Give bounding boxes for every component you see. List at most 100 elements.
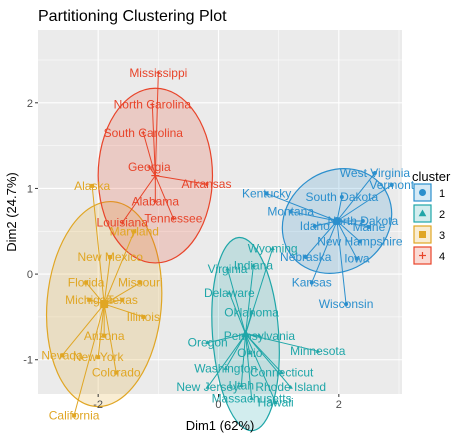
point-virginia [225, 266, 230, 271]
point-west-virginia [372, 171, 377, 176]
label-ohio: Ohio [237, 346, 263, 360]
y-tick-label: 2 [27, 98, 33, 110]
point-new-mexico [108, 254, 113, 259]
label-delaware: Delaware [204, 286, 255, 300]
point-south-carolina [141, 130, 146, 135]
spoke-utah [240, 334, 247, 386]
spoke-virginia [227, 268, 247, 335]
label-michigan: Michigan [65, 293, 113, 307]
point-south-dakota [339, 195, 344, 200]
spoke-tennessee [154, 175, 174, 219]
point-texas [120, 297, 125, 302]
point-maine [366, 224, 371, 229]
point-louisiana [120, 220, 125, 225]
label-alaska: Alaska [74, 179, 110, 193]
point-wyoming [270, 246, 275, 250]
spoke-washington [225, 333, 247, 369]
legend: cluster 1 2 3 4 [412, 169, 451, 265]
label-hawaii: Hawaii [258, 396, 294, 410]
center-cluster-1 [333, 216, 342, 225]
label-minnesota: Minnesota [290, 344, 346, 358]
point-massachusetts [249, 395, 254, 400]
label-pennsylvania: Pennsylvania [224, 329, 296, 343]
spoke-rhode-island [245, 333, 292, 388]
point-tennessee [171, 216, 176, 221]
y-axis-label: Dim2 (24.7%) [4, 172, 19, 251]
label-massachusetts: Massachusetts [212, 391, 292, 405]
chart-title: Partitioning Clustering Plot [38, 8, 227, 25]
label-maine: Maine [353, 220, 386, 234]
label-nevada: Nevada [41, 348, 83, 362]
label-missouri: Missouri [118, 276, 163, 290]
label-texas: Texas [107, 293, 138, 307]
label-arkansas: Arkansas [181, 177, 231, 191]
y-axis-ticks: -1 0 1 2 [23, 98, 38, 367]
y-tick-label: -1 [23, 355, 33, 367]
point-nebraska [303, 254, 308, 259]
cluster-centers [100, 171, 342, 338]
spoke-iowa [336, 220, 358, 259]
point-delaware [227, 290, 232, 295]
point-georgia [147, 165, 152, 170]
point-ohio [247, 350, 252, 355]
spoke-west-virginia [336, 172, 376, 222]
spoke-north-carolina [151, 104, 156, 176]
label-virginia: Virginia [208, 262, 248, 276]
spoke-kentucky [266, 193, 338, 222]
spoke-louisiana [121, 175, 156, 223]
label-indiana: Indiana [234, 259, 274, 273]
point-california [72, 413, 77, 418]
y-tick-label: 1 [27, 183, 33, 195]
label-west-virginia: West Virginia [340, 166, 411, 180]
x-axis-ticks: -2 0 2 [93, 394, 342, 411]
spoke-oklahoma [245, 312, 253, 335]
spoke-indiana [245, 265, 254, 335]
point-vermont [389, 183, 394, 188]
point-rhode-island [288, 384, 293, 389]
spoke-montana [290, 211, 338, 222]
label-north-dakota: North Dakota [328, 214, 399, 228]
spoke-hawaii [245, 333, 277, 403]
point-idaho [312, 224, 317, 229]
point-new-york [96, 355, 101, 360]
legend-marker-4 [419, 252, 426, 259]
point-maryland [132, 229, 137, 234]
spoke-colorado [103, 303, 117, 373]
point-mississippi [156, 70, 161, 75]
spoke-arkansas [155, 175, 207, 185]
label-louisiana: Louisiana [97, 216, 149, 230]
spoke-california [73, 303, 105, 416]
label-rhode-island: Rhode Island [255, 380, 326, 394]
spoke-georgia [148, 166, 156, 176]
legend-marker-3 [419, 231, 426, 238]
spoke-nebraska [305, 220, 338, 258]
spoke-oregon [207, 333, 246, 344]
label-south-dakota: South Dakota [305, 190, 378, 204]
point-alabama [153, 199, 158, 204]
point-iowa [354, 256, 359, 261]
label-kansas: Kansas [292, 276, 332, 290]
point-minnesota [315, 348, 320, 353]
x-axis-label: Dim1 (62%) [186, 418, 255, 433]
spoke-kansas [311, 220, 338, 283]
point-oregon [205, 340, 210, 345]
label-iowa: Iowa [344, 252, 370, 266]
center-cluster-4 [151, 171, 160, 180]
spoke-maine [336, 220, 370, 228]
label-idaho: Idaho [300, 219, 330, 233]
point-pennsylvania [257, 333, 262, 338]
spoke-south-dakota [336, 196, 343, 222]
center-cluster-2 [241, 329, 250, 338]
spoke-maryland [103, 231, 135, 305]
label-mississippi: Mississippi [129, 66, 187, 80]
center-cluster-3 [100, 300, 109, 309]
data-points [60, 70, 394, 418]
label-connecticut: Connecticut [250, 366, 314, 380]
point-michigan [87, 297, 92, 302]
spoke-vermont [336, 184, 393, 222]
point-indiana [251, 263, 256, 268]
point-kansas [309, 280, 314, 285]
spoke-new-jersey [207, 333, 246, 388]
spoke-mississippi [154, 72, 159, 176]
